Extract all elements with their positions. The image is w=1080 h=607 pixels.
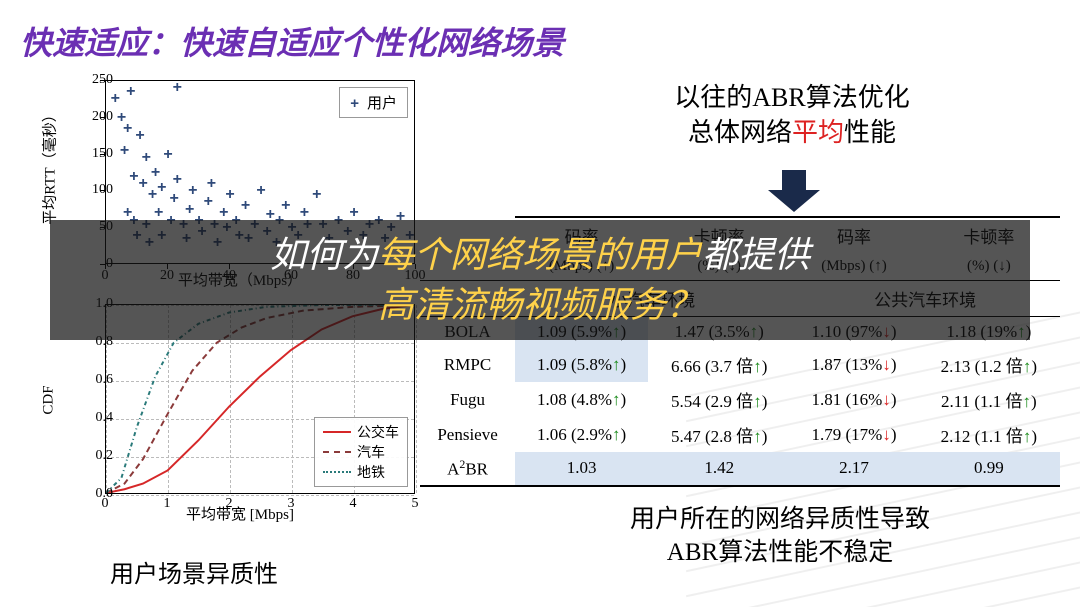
table-row: RMPC1.09 (5.8%↑)6.66 (3.7 倍↑)1.87 (13%↓)… xyxy=(420,347,1060,382)
cdf-legend: 公交车汽车地铁 xyxy=(314,417,408,487)
table-row: A2BR1.031.422.170.99 xyxy=(420,452,1060,486)
headline-overlay: 如何为每个网络场景的用户都提供 高清流畅视频服务？ xyxy=(50,220,1030,340)
scatter-ylabel: 平均RTT（毫秒） xyxy=(39,107,60,224)
prior-abr-callout: 以往的ABR算法优化 总体网络平均性能 xyxy=(607,80,977,150)
left-caption: 用户场景异质性 xyxy=(110,554,278,589)
cdf-xlabel: 平均带宽 [Mbps] xyxy=(186,503,294,524)
slide-root: 快速适应：快速自适应个性化网络场景 平均RTT（毫秒） +用户 ++++++++… xyxy=(0,0,1080,607)
table-row: Pensieve1.06 (2.9%↑)5.47 (2.8 倍↑)1.79 (1… xyxy=(420,417,1060,452)
scatter-legend: +用户 xyxy=(339,87,408,118)
arrow-down-icon xyxy=(768,170,816,214)
slide-title: 快速适应：快速自适应个性化网络场景 xyxy=(20,18,564,64)
table-row: Fugu1.08 (4.8%↑)5.54 (2.9 倍↑)1.81 (16%↓)… xyxy=(420,382,1060,417)
right-caption: 用户所在的网络异质性导致 ABR算法性能不稳定 xyxy=(510,504,1050,569)
cdf-ylabel: CDF xyxy=(41,385,58,414)
